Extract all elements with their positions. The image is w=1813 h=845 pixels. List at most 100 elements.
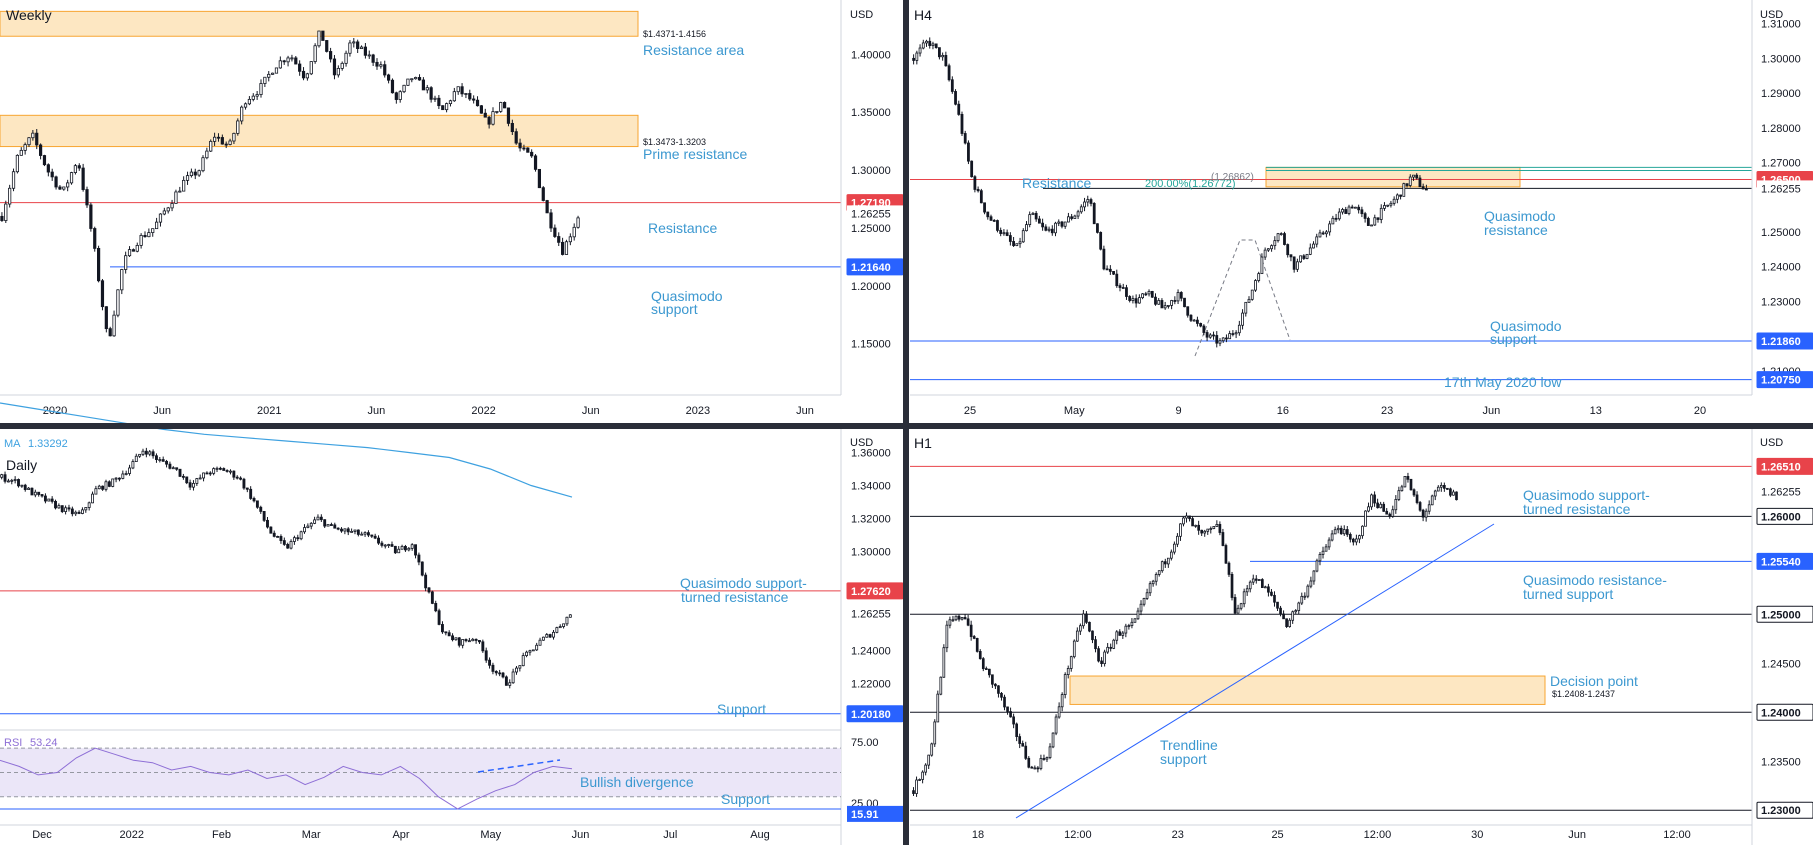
h1-candle xyxy=(1415,491,1419,505)
daily-candle xyxy=(175,467,179,471)
daily-candle xyxy=(552,629,555,640)
daily-x-tick: Apr xyxy=(392,829,409,841)
daily-candle xyxy=(23,483,27,492)
daily-qs-label-2: turned resistance xyxy=(681,589,789,605)
daily-candle xyxy=(292,535,296,545)
h1-price-tag: 1.25540 xyxy=(1756,552,1813,570)
h1-candle xyxy=(1142,597,1146,607)
rsi-divergence-label: Bullish divergence xyxy=(580,774,694,790)
daily-candle xyxy=(568,614,572,618)
weekly-candle xyxy=(69,171,74,185)
daily-x-tick: Dec xyxy=(32,829,52,841)
h4-candle xyxy=(1295,258,1299,272)
h4-candle xyxy=(999,227,1003,237)
h1-price-tag: 1.26255 xyxy=(1757,483,1813,500)
panel-daily: MA 1.33292 Daily USD 1.36000 1.34000 1.320… xyxy=(0,402,904,845)
weekly-candle xyxy=(495,110,499,114)
weekly-x-tick: 2021 xyxy=(257,405,281,417)
daily-candle xyxy=(235,475,239,480)
weekly-candle xyxy=(174,189,178,204)
h1-candle xyxy=(1412,488,1416,497)
weekly-candle xyxy=(97,245,101,283)
weekly-candle xyxy=(197,169,201,177)
daily-candle xyxy=(420,561,424,577)
daily-x-tick: Jul xyxy=(663,829,677,841)
h1-candle xyxy=(1139,600,1143,616)
h4-candle xyxy=(1025,221,1028,232)
h4-candle xyxy=(1021,228,1025,243)
h1-x-tick: Jun xyxy=(1568,829,1586,841)
h4-candle xyxy=(1196,316,1199,327)
h1-candle xyxy=(1239,602,1243,611)
h4-candle xyxy=(1199,322,1203,328)
daily-candle xyxy=(289,539,293,550)
h4-candle xyxy=(1308,243,1312,256)
h1-candle xyxy=(1355,534,1358,546)
h4-candle xyxy=(1421,183,1425,190)
daily-candle xyxy=(245,487,249,493)
weekly-candle xyxy=(158,213,163,227)
weekly-candle xyxy=(39,143,43,160)
daily-candle xyxy=(80,507,84,515)
h1-candle xyxy=(1218,521,1222,536)
daily-candle xyxy=(393,545,397,554)
daily-candle xyxy=(340,527,343,533)
h1-x-tick: 12:00 xyxy=(1364,829,1392,841)
weekly-candle xyxy=(282,59,286,65)
weekly-candle xyxy=(417,74,422,81)
vertical-divider[interactable] xyxy=(903,0,909,845)
weekly-candle xyxy=(263,76,267,88)
h1-price-tag: 1.23000 xyxy=(1756,801,1813,819)
h4-candle xyxy=(954,89,957,106)
h4-candle xyxy=(1357,204,1361,214)
h4-candle xyxy=(976,186,980,193)
h4-candle xyxy=(1228,330,1232,340)
h4-candle xyxy=(1289,254,1293,262)
h4-y-tick: 1.23000 xyxy=(1761,296,1801,308)
h4-candle xyxy=(1405,183,1409,188)
h4-candle xyxy=(1073,214,1077,219)
h4-candle xyxy=(1402,182,1406,197)
h4-candle xyxy=(1392,196,1396,206)
h1-candle xyxy=(1439,482,1443,492)
daily-candle xyxy=(0,473,4,480)
h1-candle xyxy=(1069,655,1073,672)
h4-candle xyxy=(1299,255,1303,263)
h1-candle xyxy=(1388,512,1392,519)
h1-candle xyxy=(1327,537,1331,550)
h4-candle xyxy=(925,39,928,47)
h4-candle xyxy=(1412,174,1415,181)
h1-candle xyxy=(1042,754,1046,761)
weekly-candle xyxy=(23,142,27,155)
h1-price-tag: 1.24000 xyxy=(1756,703,1813,721)
h1-candle xyxy=(1318,552,1322,566)
h1-qr-label-2: turned support xyxy=(1523,586,1613,602)
h1-candle xyxy=(994,683,997,690)
h1-candle xyxy=(1254,575,1258,584)
weekly-candle xyxy=(240,105,244,125)
daily-candle xyxy=(138,453,142,458)
h1-candle xyxy=(1106,643,1109,654)
daily-candle xyxy=(54,499,57,510)
weekly-candle xyxy=(530,149,534,158)
h1-candle xyxy=(1282,610,1285,620)
weekly-candle xyxy=(182,176,186,192)
weekly-candle xyxy=(479,105,483,114)
weekly-candle xyxy=(437,95,441,110)
daily-x-tick: 2022 xyxy=(120,829,144,841)
daily-candle xyxy=(414,544,417,559)
h4-candle xyxy=(1154,293,1157,306)
weekly-candle xyxy=(526,147,530,153)
weekly-zone2-range: $1.3473-1.3203 xyxy=(643,137,706,147)
h1-candle xyxy=(948,616,952,629)
daily-candle xyxy=(535,642,539,651)
daily-candle xyxy=(165,459,168,468)
weekly-candle xyxy=(472,95,476,104)
h4-candle xyxy=(912,54,916,65)
daily-candle xyxy=(528,649,532,656)
daily-candle xyxy=(494,670,498,676)
daily-candle xyxy=(178,468,182,477)
daily-candle xyxy=(518,665,522,672)
h4-candle xyxy=(1163,301,1167,310)
rsi-y-tick: 75.00 xyxy=(851,737,879,749)
